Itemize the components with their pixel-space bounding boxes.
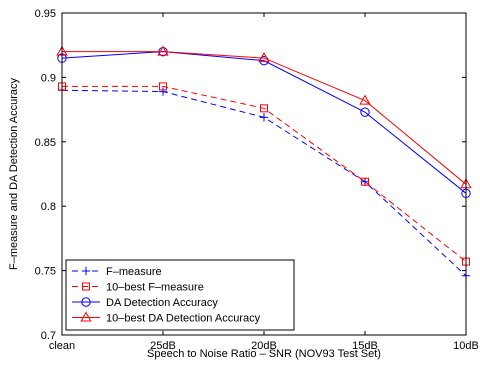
legend-marker — [81, 266, 91, 276]
y-tick-label: 0.95 — [35, 8, 56, 20]
x-tick-label: 10dB — [453, 340, 479, 352]
data-point — [360, 177, 370, 186]
x-tick-label: clean — [49, 340, 75, 352]
x-tick-label: 20dB — [251, 340, 277, 352]
legend-marker — [80, 311, 92, 322]
legend: F–measure 10–best F–measure DA Detection A… — [65, 259, 295, 331]
legend-item: DA Detection Accuracy — [72, 297, 218, 309]
legend-marker — [81, 297, 91, 307]
series-line — [62, 51, 467, 185]
data-point — [359, 94, 371, 105]
legend-box — [65, 259, 295, 331]
data-point — [157, 45, 169, 56]
legend-item: 10–best F–measure — [72, 282, 204, 294]
y-tick-label: 0.75 — [35, 266, 56, 278]
y-tick-label: 0.85 — [35, 137, 56, 149]
data-point — [360, 107, 370, 117]
data-point — [259, 113, 269, 122]
data-point — [260, 104, 268, 113]
x-tick-label: 15dB — [352, 340, 378, 352]
data-point — [158, 87, 168, 96]
y-tick-label: 0.7 — [41, 330, 56, 342]
legend-label: 10–best F–measure — [106, 282, 204, 294]
legend-label: F–measure — [106, 266, 162, 278]
data-point — [361, 177, 369, 186]
x-axis-label: Speech to Noise Ratio – SNR (NOV93 Test … — [147, 348, 381, 360]
axes-frame — [61, 12, 467, 336]
y-axis-label: F–measure and DA Detection Accuracy — [8, 78, 20, 270]
legend-label: DA Detection Accuracy — [106, 297, 218, 309]
series-line — [62, 85, 467, 262]
y-tick-label: 0.9 — [41, 72, 56, 84]
series-line — [61, 51, 467, 194]
legend-marker — [82, 282, 90, 291]
data-point — [258, 52, 270, 63]
legend-item: F–measure — [72, 266, 162, 278]
data-point — [159, 82, 167, 91]
y-tick-label: 0.8 — [41, 201, 56, 213]
x-tick-label: 25dB — [150, 340, 176, 352]
legend-label: 10–best DA Detection Accuracy — [106, 313, 261, 325]
legend-item: 10–best DA Detection Accuracy — [72, 311, 261, 325]
